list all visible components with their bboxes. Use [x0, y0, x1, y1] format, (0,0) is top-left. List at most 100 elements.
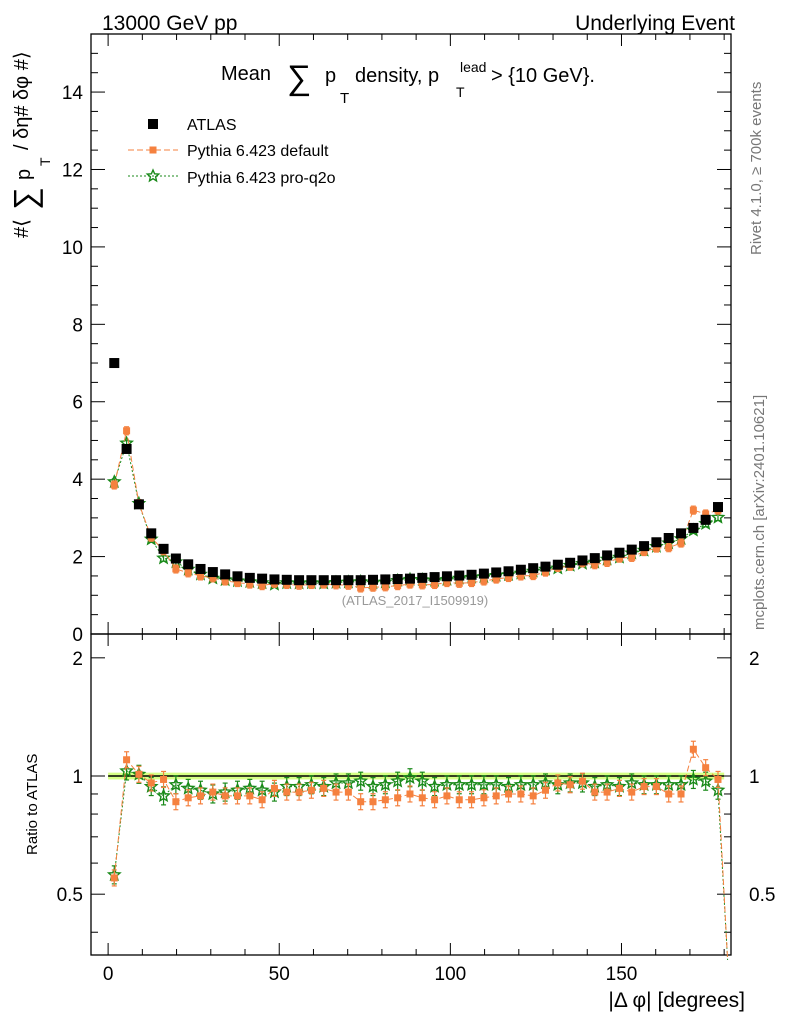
- ratio-point-default: [197, 792, 205, 800]
- data-point-default: [221, 577, 229, 585]
- data-point-atlas: [626, 544, 637, 555]
- data-point-atlas: [712, 502, 723, 513]
- main-ytick-label: 0: [72, 625, 83, 646]
- legend-label-default: Pythia 6.423 default: [187, 143, 329, 160]
- data-marks: [106, 358, 729, 961]
- ratio-point-default: [468, 796, 476, 804]
- data-point-atlas: [651, 537, 662, 548]
- ratio-point-default: [492, 792, 500, 800]
- data-point-atlas: [232, 571, 243, 582]
- main-ytick-label: 14: [62, 83, 84, 104]
- data-point-atlas: [195, 563, 206, 574]
- data-point-atlas: [589, 553, 600, 564]
- data-point-atlas: [158, 543, 169, 554]
- data-point-default: [615, 554, 623, 562]
- legend-marker-default: [149, 146, 157, 154]
- main-ytick-label: 12: [62, 160, 83, 181]
- title-sum: ∑: [287, 59, 311, 97]
- data-point-atlas: [306, 575, 317, 586]
- ratio-point-default: [529, 792, 537, 800]
- ratio-point-default: [554, 779, 562, 787]
- data-point-atlas: [466, 569, 477, 580]
- data-point-atlas: [429, 572, 440, 583]
- ratio-y-tick-labels-right: 0.5 1 2: [749, 649, 775, 906]
- x-axis-label: |Δ φ| [degrees]: [608, 989, 745, 1012]
- ratio-point-default: [431, 796, 439, 804]
- data-point-default: [455, 579, 463, 587]
- data-point-atlas: [257, 573, 268, 584]
- ratio-ytick-label: 0.5: [749, 885, 775, 906]
- ratio-point-default: [209, 788, 217, 796]
- data-point-atlas: [355, 575, 366, 586]
- data-point-atlas: [688, 522, 699, 533]
- data-point-default: [110, 481, 118, 489]
- data-point-atlas: [528, 563, 539, 574]
- data-point-default: [381, 583, 389, 591]
- ratio-point-default: [517, 790, 525, 798]
- data-point-atlas: [392, 574, 403, 585]
- main-y-label: #⟨ ∑ p T / δη# δφ #⟩: [7, 51, 53, 238]
- legend-symbol-proq2o: [128, 168, 178, 183]
- data-point-proq2o: [710, 509, 726, 524]
- data-point-default: [517, 572, 525, 580]
- data-point-default: [246, 580, 254, 588]
- data-point-atlas: [331, 575, 342, 586]
- ratio-point-proq2o: [476, 776, 492, 792]
- x-tick-labels: 0 50 100 150: [103, 964, 638, 985]
- ratio-point-default: [184, 794, 192, 802]
- header-collision: 13000 GeV pp: [102, 12, 237, 35]
- data-point-atlas: [133, 499, 144, 510]
- ratio-point-default: [455, 796, 463, 804]
- ratio-point-default: [566, 781, 574, 789]
- data-point-default: [197, 572, 205, 580]
- xtick-label: 100: [435, 964, 467, 985]
- data-point-default: [677, 539, 685, 547]
- title-density: density, p: [355, 65, 439, 87]
- xtick-label: 50: [269, 964, 290, 985]
- data-point-atlas: [146, 528, 157, 539]
- ratio-point-default: [702, 764, 710, 772]
- series-atlas: [109, 358, 723, 586]
- ratio-ytick-label: 1: [72, 767, 83, 788]
- title-tail: > {10 GeV}.: [491, 65, 595, 87]
- data-point-default: [184, 569, 192, 577]
- plot-frames: [90, 33, 732, 956]
- ratio-point-default: [542, 786, 550, 794]
- legend-label-proq2o: Pythia 6.423 pro-q2o: [187, 170, 336, 187]
- ratio-point-default: [283, 788, 291, 796]
- ratio-point-default: [480, 794, 488, 802]
- main-ytick-label: 2: [72, 548, 83, 569]
- ratio-point-default: [172, 798, 180, 806]
- ratio-y-tick-labels-left: 0.5 1 2: [57, 649, 83, 906]
- data-point-default: [406, 580, 414, 588]
- data-point-default: [233, 579, 241, 587]
- main-y-tick-labels: 0 2 4 6 8 10 12 14: [62, 83, 84, 646]
- main-ytick-label: 4: [72, 470, 83, 491]
- ratio-point-default: [320, 784, 328, 792]
- ratio-y-label: Ratio to ATLAS: [24, 754, 41, 855]
- legend: ATLAS Pythia 6.423 default Pythia 6.423 …: [128, 117, 336, 187]
- data-point-atlas: [281, 574, 292, 585]
- ratio-point-proq2o: [451, 776, 467, 792]
- ratio-point-default: [295, 788, 303, 796]
- data-point-atlas: [244, 572, 255, 583]
- data-point-default: [443, 579, 451, 587]
- data-point-default: [344, 581, 352, 589]
- legend-marker-atlas: [148, 119, 158, 129]
- data-point-default: [492, 575, 500, 583]
- data-point-atlas: [207, 567, 218, 578]
- ratio-point-proq2o: [464, 776, 480, 792]
- ratio-point-default: [246, 792, 254, 800]
- data-point-atlas: [183, 559, 194, 570]
- title-sub-t: T: [340, 90, 349, 107]
- ratio-ytick-label: 1: [749, 767, 760, 788]
- data-point-atlas: [602, 550, 613, 561]
- ratio-point-default: [147, 779, 155, 787]
- main-title: Mean ∑ p T density, p lead T > {10 GeV}.: [221, 59, 595, 107]
- ratio-point-proq2o: [427, 778, 443, 793]
- data-point-atlas: [109, 358, 120, 369]
- legend-marker-proq2o: [145, 168, 161, 183]
- header-process: Underlying Event: [575, 12, 735, 35]
- ratio-point-default: [628, 788, 636, 796]
- data-point-default: [542, 568, 550, 576]
